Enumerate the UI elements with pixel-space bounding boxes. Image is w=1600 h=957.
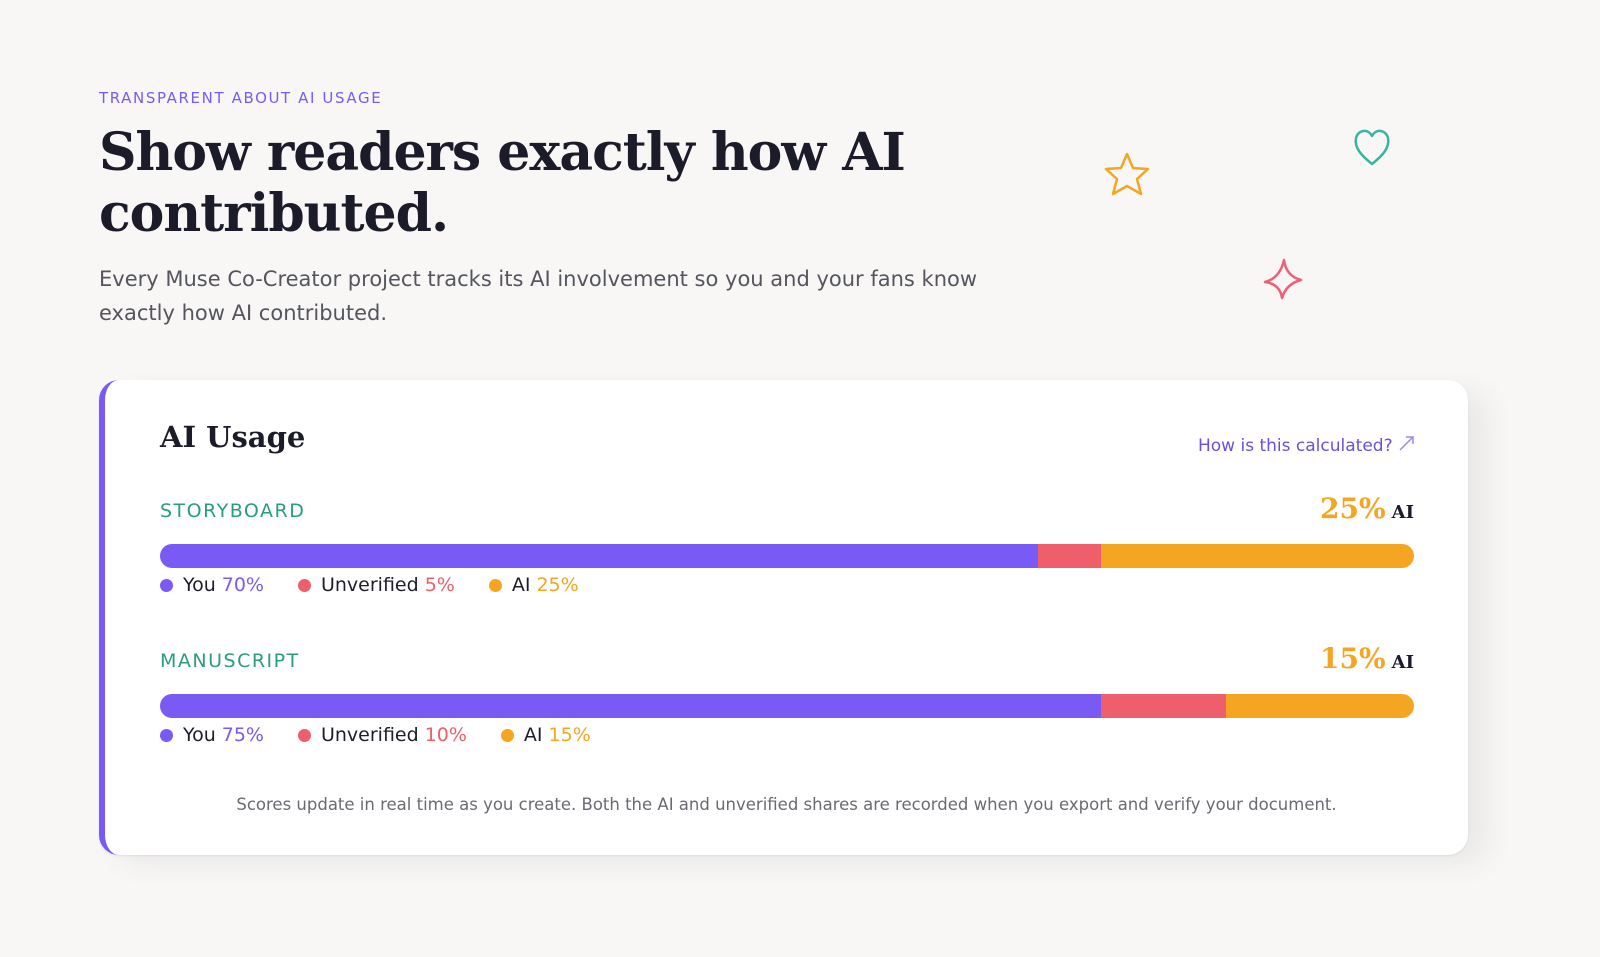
legend-value: 10%: [424, 724, 467, 746]
link-text[interactable]: How is this calculated?: [1198, 436, 1393, 456]
legend-item: AI 25%: [488, 574, 579, 596]
summary-suffix: AI: [1391, 652, 1414, 673]
subtitle: Every Muse Co-Creator project tracks its…: [99, 267, 978, 325]
bar-segment: [160, 544, 1038, 568]
summary-percent: 25%: [1320, 492, 1386, 525]
usage-card: AI Usage How is this calculated? Scores …: [99, 380, 1468, 855]
legend-name: You: [183, 724, 216, 746]
headline: Show readers exactly how AI contributed.: [99, 122, 906, 244]
bar-segment: [160, 694, 1101, 718]
legend-value: 5%: [424, 574, 455, 596]
calc-link[interactable]: How is this calculated?: [1198, 435, 1414, 456]
legend-dot: [500, 728, 514, 742]
legend: You 70% Unverified 5% AI 25%: [160, 574, 613, 596]
legend-item: You 75%: [160, 724, 264, 746]
legend-item: AI 15%: [500, 724, 591, 746]
legend-item: Unverified 10%: [297, 724, 467, 746]
legend-dot: [297, 728, 311, 742]
legend-name: AI: [511, 574, 531, 596]
legend-name: You: [183, 574, 216, 596]
legend-value: 25%: [536, 574, 579, 596]
legend-value: 75%: [221, 724, 264, 746]
section-name: STORYBOARD: [160, 500, 306, 522]
bar-segment: [1037, 544, 1101, 568]
legend-name: Unverified: [320, 574, 419, 596]
bar-segment: [1100, 544, 1414, 568]
legend-name: AI: [523, 724, 543, 746]
summary-suffix: AI: [1391, 502, 1414, 523]
section-name: MANUSCRIPT: [160, 650, 300, 672]
legend-name: Unverified: [320, 724, 419, 746]
legend-dot: [297, 578, 311, 592]
eyebrow: TRANSPARENT ABOUT AI USAGE: [99, 89, 383, 107]
legend-value: 70%: [221, 574, 264, 596]
section-summary: 15% AI: [1320, 642, 1414, 675]
legend: You 75% Unverified 10% AI 15%: [160, 724, 625, 746]
bar-segment: [1100, 694, 1226, 718]
legend-value: 15%: [548, 724, 591, 746]
section-summary: 25% AI: [1320, 492, 1414, 525]
stacked-bar: [160, 694, 1414, 718]
legend-dot: [488, 578, 502, 592]
card-title: AI Usage: [160, 420, 306, 454]
legend-dot: [160, 578, 173, 592]
legend-item: Unverified 5%: [297, 574, 455, 596]
decorations: [1104, 129, 1390, 300]
link-arrow: [1399, 436, 1414, 451]
footnote: Scores update in real time as you create…: [236, 795, 1337, 814]
stacked-bar: [160, 544, 1414, 568]
bar-segment: [1225, 694, 1414, 718]
legend-dot: [160, 728, 173, 742]
legend-item: You 70%: [160, 574, 264, 596]
summary-percent: 15%: [1320, 642, 1386, 675]
